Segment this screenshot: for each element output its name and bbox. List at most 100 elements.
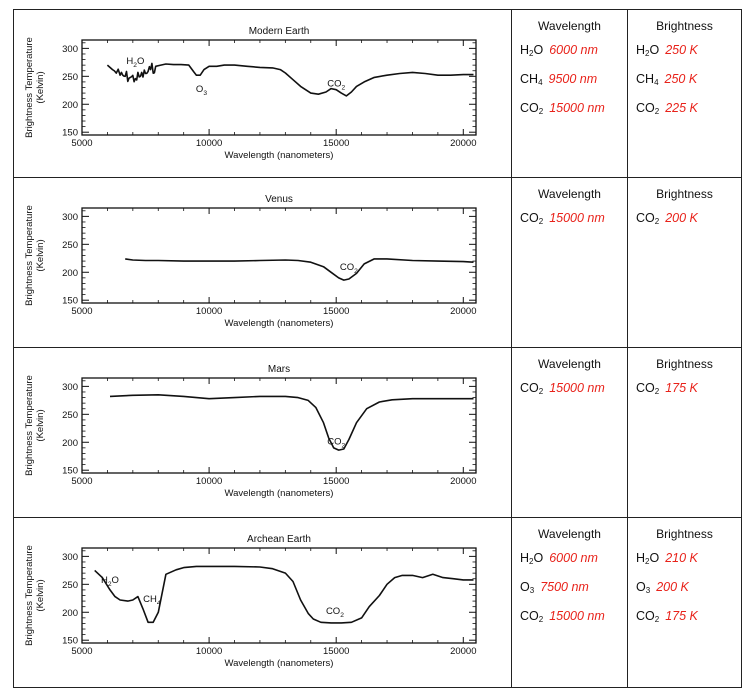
x-axis-label: Wavelength (nanometers) — [225, 488, 334, 499]
brightness-header: Brightness — [656, 357, 713, 371]
annotation-label: CO2 — [340, 262, 358, 275]
x-axis-label: Wavelength (nanometers) — [225, 658, 334, 669]
wavelength-value: 15000 nm — [549, 381, 605, 395]
plot-frame — [81, 39, 477, 136]
wavelength-header: Wavelength — [538, 187, 601, 201]
brightness-entry: CO2 200 K — [636, 211, 741, 226]
wavelength-value: 6000 nm — [549, 43, 598, 57]
wavelength-header: Wavelength — [538, 19, 601, 33]
wavelength-entry: O3 7500 nm — [520, 580, 627, 595]
wavelength-value: 6000 nm — [549, 551, 598, 565]
brightness-header: Brightness — [656, 187, 713, 201]
species-label: O3 — [636, 580, 651, 595]
chart-title: Mars — [268, 364, 290, 375]
chart-cell-mars: Mars 5000 10000 15000 20000 150 200 250 300 Wavel… — [13, 347, 512, 518]
species-label: O3 — [520, 580, 535, 595]
x-tick-label: 5000 — [71, 646, 92, 657]
wavelength-entry: CO2 15000 nm — [520, 381, 627, 396]
x-tick-label: 15000 — [323, 138, 349, 149]
wavelength-entry: CH4 9500 nm — [520, 72, 627, 87]
y-axis-label: Brightness Temperature(Kelvin) — [24, 375, 46, 476]
y-tick-label: 200 — [62, 100, 78, 111]
plot-frame — [81, 547, 477, 644]
y-tick-label: 200 — [62, 608, 78, 619]
brightness-entry: H2O 250 K — [636, 43, 741, 58]
x-tick-label: 20000 — [450, 306, 476, 317]
annotation-label: H2O — [101, 575, 119, 588]
species-label: CO2 — [520, 211, 544, 226]
brightness-cell-modern-earth: Brightness H2O 250 K CH4 250 K CO2 225 K — [627, 9, 742, 178]
x-axis-label: Wavelength (nanometers) — [225, 150, 334, 161]
brightness-cell-mars: Brightness CO2 175 K — [627, 347, 742, 518]
brightness-entry: CH4 250 K — [636, 72, 741, 87]
series-line — [94, 565, 474, 624]
y-tick-label: 150 — [62, 466, 78, 477]
y-tick-label: 200 — [62, 268, 78, 279]
wavelength-header: Wavelength — [538, 527, 601, 541]
brightness-header: Brightness — [656, 19, 713, 33]
wavelength-cell-mars: Wavelength CO2 15000 nm — [511, 347, 628, 518]
brightness-value: 250 K — [665, 43, 698, 57]
species-label: CO2 — [636, 211, 660, 226]
wavelength-cell-archean-earth: Wavelength H2O 6000 nm O3 7500 nm CO2 15000 nm — [511, 517, 628, 688]
series-line — [109, 394, 474, 451]
chart-venus: Venus 5000 10000 15000 20000 150 200 250 300 Wave… — [24, 194, 477, 329]
x-tick-label: 10000 — [196, 138, 222, 149]
wavelength-header: Wavelength — [538, 357, 601, 371]
series-line — [125, 258, 474, 281]
y-tick-label: 250 — [62, 580, 78, 591]
row-modern-earth: Modern Earth 5000 10000 15000 20000 150 200 250… — [13, 9, 742, 178]
brightness-value: 175 K — [665, 609, 698, 623]
brightness-entry: CO2 225 K — [636, 101, 741, 116]
wavelength-value: 15000 nm — [549, 101, 605, 115]
brightness-value: 200 K — [656, 580, 689, 594]
row-archean-earth: Archean Earth 5000 10000 15000 20000 150 200 25… — [13, 517, 742, 688]
wavelength-entry: H2O 6000 nm — [520, 551, 627, 566]
y-tick-label: 150 — [62, 128, 78, 139]
chart-title: Archean Earth — [247, 534, 311, 545]
x-tick-label: 15000 — [323, 306, 349, 317]
brightness-entry: CO2 175 K — [636, 381, 741, 396]
y-tick-label: 150 — [62, 296, 78, 307]
x-tick-label: 20000 — [450, 476, 476, 487]
row-venus: Venus 5000 10000 15000 20000 150 200 250 300 Wave… — [13, 177, 742, 348]
x-tick-label: 10000 — [196, 646, 222, 657]
row-mars: Mars 5000 10000 15000 20000 150 200 250 300 Wavel… — [13, 347, 742, 518]
wavelength-value: 15000 nm — [549, 211, 605, 225]
wavelength-cell-venus: Wavelength CO2 15000 nm — [511, 177, 628, 348]
wavelength-entry: CO2 15000 nm — [520, 101, 627, 116]
species-label: CH4 — [636, 72, 659, 87]
species-label: H2O — [636, 43, 660, 58]
x-tick-label: 15000 — [323, 476, 349, 487]
chart-modern-earth: Modern Earth 5000 10000 15000 20000 150 200 250… — [24, 26, 477, 161]
series-line — [106, 62, 474, 97]
wavelength-entry: CO2 15000 nm — [520, 211, 627, 226]
brightness-value: 210 K — [665, 551, 698, 565]
annotation-label: CO2 — [327, 78, 345, 91]
chart-title: Venus — [265, 194, 293, 205]
species-label: CO2 — [636, 609, 660, 624]
y-tick-label: 250 — [62, 410, 78, 421]
annotation-label: H2O — [126, 56, 144, 69]
x-tick-label: 5000 — [71, 476, 92, 487]
brightness-value: 225 K — [665, 101, 698, 115]
x-tick-label: 5000 — [71, 306, 92, 317]
y-tick-label: 200 — [62, 438, 78, 449]
y-axis-label: Brightness Temperature(Kelvin) — [24, 37, 46, 138]
x-tick-label: 10000 — [196, 306, 222, 317]
chart-archean-earth: Archean Earth 5000 10000 15000 20000 150 200 25… — [24, 534, 477, 669]
annotation-label: CH4 — [143, 594, 161, 607]
y-tick-label: 300 — [62, 552, 78, 563]
y-tick-label: 150 — [62, 636, 78, 647]
plot-frame — [81, 207, 477, 304]
brightness-value: 200 K — [665, 211, 698, 225]
y-tick-label: 250 — [62, 240, 78, 251]
species-label: CO2 — [520, 609, 544, 624]
species-label: CO2 — [520, 381, 544, 396]
species-label: CO2 — [636, 381, 660, 396]
chart-title: Modern Earth — [249, 26, 310, 37]
x-tick-label: 10000 — [196, 476, 222, 487]
wavelength-entry: H2O 6000 nm — [520, 43, 627, 58]
brightness-value: 250 K — [664, 72, 698, 86]
wavelength-value: 7500 nm — [540, 580, 589, 594]
